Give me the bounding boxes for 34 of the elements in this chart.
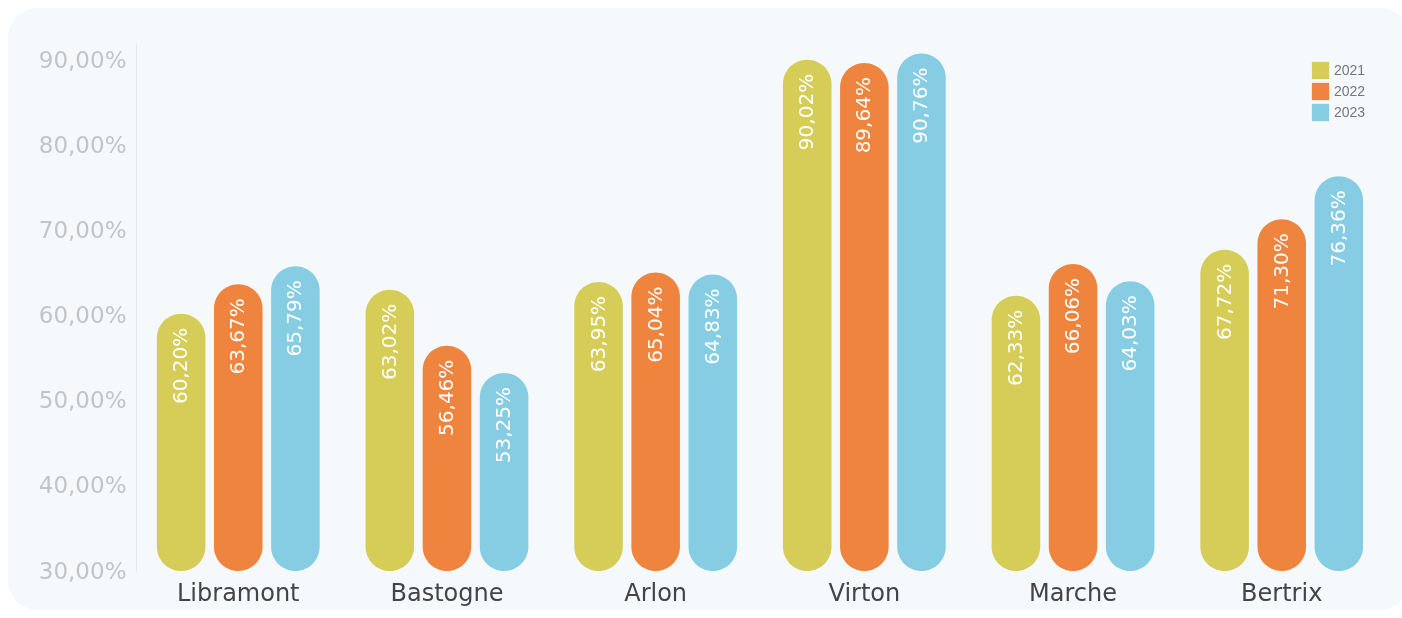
x-tick-label: Bastogne [390,578,504,607]
data-label: 63,02% [376,303,401,381]
data-label: 60,20% [168,327,193,405]
y-tick-label: 80,00% [38,131,127,158]
legend-label: 2021 [1334,61,1366,78]
data-label: 90,76% [908,67,933,144]
data-label: 71,30% [1268,233,1293,310]
data-label: 66,06% [1060,277,1085,355]
y-tick-label: 50,00% [38,387,127,414]
data-label: 65,04% [642,286,667,363]
data-label: 89,64% [851,77,876,154]
x-tick-label: Arlon [624,578,688,607]
data-label: 62,33% [1002,309,1027,386]
data-label: 53,25% [491,387,516,464]
y-tick-label: 60,00% [38,302,127,329]
legend-label: 2022 [1334,82,1366,99]
data-label: 67,72% [1211,263,1236,341]
data-label: 64,03% [1117,295,1142,372]
data-label: 90,02% [794,73,819,151]
y-tick-label: 30,00% [38,557,127,584]
data-label: 63,67% [225,298,250,375]
data-label: 65,79% [282,280,307,357]
data-label: 56,46% [433,359,458,436]
y-tick-label: 70,00% [38,216,127,243]
x-tick-label: Libramont [177,578,300,607]
legend-label: 2023 [1334,103,1366,120]
data-label: 64,83% [699,288,724,365]
data-label: 76,36% [1325,190,1350,267]
y-tick-label: 90,00% [38,46,127,73]
y-tick-label: 40,00% [38,472,127,499]
x-tick-label: Bertrix [1241,578,1323,607]
x-tick-label: Virton [828,578,901,607]
x-tick-label: Marche [1029,578,1118,607]
data-label: 63,95% [585,295,610,373]
